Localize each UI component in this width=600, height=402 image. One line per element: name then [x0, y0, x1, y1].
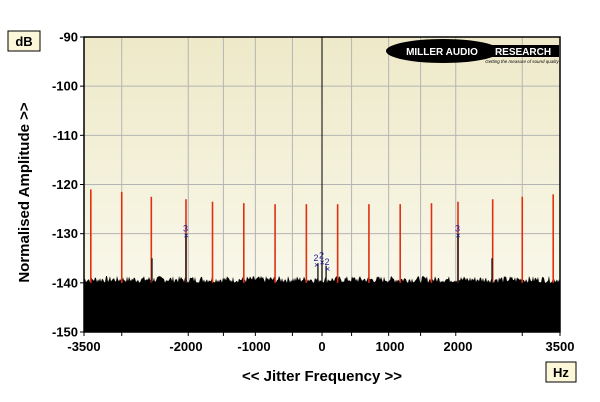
y-tick-label: -130: [52, 226, 78, 241]
x-unit-box: [545, 361, 577, 383]
marker-label: 2: [324, 257, 329, 267]
marker-label: 2: [319, 251, 324, 261]
y-unit-box: [7, 30, 41, 52]
y-tick-label: -100: [52, 79, 78, 94]
marker-label: 3: [183, 224, 188, 234]
logo-ellipse: [386, 39, 500, 63]
marker-cross: ×: [456, 231, 461, 241]
logo-bar: [488, 45, 559, 57]
x-tick-label: -2000: [169, 339, 202, 354]
marker-label: 3: [455, 224, 460, 234]
marker-cross: ×: [184, 231, 189, 241]
x-axis-title: << Jitter Frequency >>: [242, 368, 402, 385]
logo-brand-right: RESEARCH: [495, 47, 551, 58]
y-tick-label: -110: [53, 128, 78, 143]
logo-brand-left: MILLER AUDIO: [406, 47, 478, 58]
marker-cross: ×: [314, 260, 319, 270]
y-tick-label: -150: [52, 325, 78, 340]
marker-cross: ×: [320, 258, 325, 268]
x-tick-label: -1000: [237, 339, 270, 354]
y-axis-title: Normalised Amplitude >>: [16, 102, 33, 283]
x-tick-label: 3500: [546, 339, 575, 354]
x-tick-label: 2000: [444, 339, 473, 354]
marker-label: 2: [314, 253, 319, 263]
logo-tagline: Getting the measure of sound quality: [485, 59, 559, 64]
x-tick-label: 1000: [376, 339, 405, 354]
y-unit-label: dB: [15, 34, 32, 49]
x-tick-label: -3500: [67, 339, 100, 354]
y-tick-label: -90: [59, 30, 78, 45]
x-unit-label: Hz: [553, 365, 569, 380]
marker-cross: ×: [325, 264, 330, 274]
y-tick-label: -120: [52, 177, 78, 192]
x-tick-label: 0: [318, 339, 325, 354]
y-tick-label: -140: [52, 275, 78, 290]
